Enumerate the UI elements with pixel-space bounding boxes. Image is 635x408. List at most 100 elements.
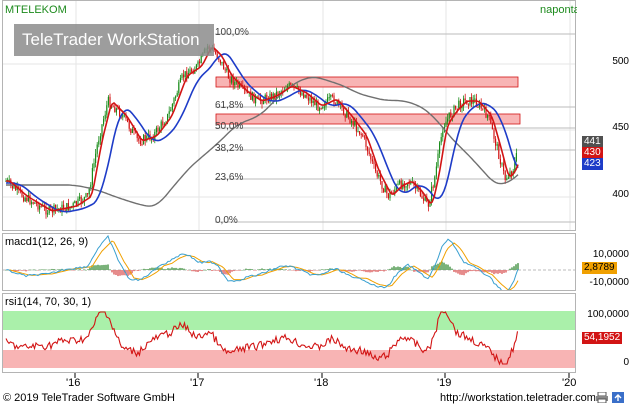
candle-body bbox=[176, 93, 178, 97]
macd-histogram-bar bbox=[149, 268, 151, 270]
candle-body bbox=[455, 105, 457, 109]
macd-histogram-bar bbox=[183, 268, 185, 270]
candle-body bbox=[227, 68, 229, 79]
candle-body bbox=[419, 189, 421, 197]
price-chart[interactable] bbox=[3, 1, 576, 231]
macd-histogram-bar bbox=[139, 270, 141, 271]
macd-chart[interactable] bbox=[3, 234, 576, 291]
candle-body bbox=[119, 108, 121, 117]
support-zone bbox=[215, 113, 521, 125]
macd-histogram-bar bbox=[283, 269, 285, 271]
macd-histogram-bar bbox=[371, 270, 373, 273]
rsi-chart[interactable] bbox=[3, 294, 576, 373]
candle-body bbox=[501, 163, 503, 165]
macd-histogram-bar bbox=[513, 266, 515, 270]
macd-histogram-bar bbox=[437, 263, 439, 270]
macd-histogram-bar bbox=[51, 268, 53, 270]
price-y-axis: 500 450 400 bbox=[577, 0, 633, 231]
candle-body bbox=[226, 68, 228, 71]
x-label-16: '16 bbox=[66, 377, 81, 389]
macd-histogram-bar bbox=[463, 270, 465, 276]
candle-body bbox=[437, 153, 439, 167]
candle-body bbox=[55, 204, 57, 209]
candle-body bbox=[90, 184, 92, 189]
footer-url-link[interactable]: http://workstation.teletrader.com bbox=[440, 392, 596, 404]
price-tick-400: 400 bbox=[612, 189, 629, 200]
candle-body bbox=[309, 97, 311, 101]
macd-histogram-bar bbox=[15, 270, 17, 272]
macd-histogram-bar bbox=[419, 270, 421, 272]
macd-histogram-bar bbox=[107, 264, 109, 270]
macd-histogram-bar bbox=[461, 270, 463, 275]
macd-histogram-bar bbox=[395, 267, 397, 270]
macd-histogram-bar bbox=[335, 269, 337, 270]
macd-histogram-bar bbox=[237, 270, 239, 271]
candle-body bbox=[199, 61, 201, 64]
macd-histogram-bar bbox=[185, 269, 187, 271]
macd-histogram-bar bbox=[91, 265, 93, 270]
macd-histogram-bar bbox=[141, 269, 143, 271]
candle-body bbox=[327, 97, 329, 102]
candle-body bbox=[250, 91, 252, 100]
candle-body bbox=[69, 206, 71, 211]
candle-body bbox=[458, 100, 460, 109]
macd-histogram-bar bbox=[361, 270, 363, 272]
macd-histogram-bar bbox=[57, 269, 59, 270]
candle-body bbox=[355, 121, 357, 132]
candle-body bbox=[328, 97, 330, 99]
candle-body bbox=[215, 51, 217, 54]
macd-histogram-bar bbox=[119, 270, 121, 276]
macd-histogram-bar bbox=[295, 270, 297, 272]
macd-histogram-bar bbox=[25, 270, 27, 272]
print-icon[interactable] bbox=[596, 392, 608, 403]
macd-histogram-bar bbox=[311, 270, 313, 271]
candle-body bbox=[303, 92, 305, 98]
symbol-title: MTELEKOM bbox=[5, 4, 67, 16]
candle-body bbox=[491, 123, 493, 130]
candle-body bbox=[80, 196, 82, 203]
macd-histogram-bar bbox=[39, 269, 41, 271]
candle-body bbox=[391, 191, 393, 193]
candle-body bbox=[112, 106, 114, 108]
macd-histogram-bar bbox=[203, 269, 205, 271]
macd-histogram-bar bbox=[473, 270, 475, 271]
candle-body bbox=[131, 128, 133, 134]
candle-body bbox=[293, 84, 295, 88]
watermark-logo: TeleTrader WorkStation bbox=[14, 24, 214, 56]
candle-body bbox=[37, 203, 39, 210]
macd-histogram-bar bbox=[95, 265, 97, 270]
macd-histogram-bar bbox=[261, 268, 263, 270]
share-icon[interactable] bbox=[612, 392, 624, 403]
candle-body bbox=[87, 193, 89, 195]
fib-label-618: 61,8% bbox=[215, 100, 244, 111]
candle-body bbox=[253, 92, 255, 104]
macd-histogram-bar bbox=[31, 269, 33, 271]
ma-long-line bbox=[6, 76, 519, 207]
macd-histogram-bar bbox=[487, 270, 489, 272]
candle-body bbox=[191, 69, 193, 72]
candle-body bbox=[376, 171, 378, 177]
macd-panel[interactable] bbox=[2, 233, 576, 291]
candle-body bbox=[371, 159, 373, 162]
candle-body bbox=[237, 81, 239, 87]
macd-histogram-bar bbox=[55, 269, 57, 271]
candle-body bbox=[474, 98, 476, 100]
candle-body bbox=[389, 191, 391, 199]
rsi-overbought-zone bbox=[3, 311, 575, 330]
macd-histogram-bar bbox=[299, 270, 301, 271]
macd-histogram-bar bbox=[253, 270, 255, 271]
candle-body bbox=[133, 128, 135, 131]
candle-body bbox=[251, 92, 253, 100]
price-chart-panel[interactable] bbox=[2, 0, 576, 231]
rsi-panel[interactable] bbox=[2, 293, 576, 373]
candle-body bbox=[127, 118, 129, 122]
candle-body bbox=[255, 96, 257, 104]
candle-body bbox=[311, 97, 313, 103]
rsi-last-tag: 54,1952 bbox=[582, 332, 623, 344]
candle-body bbox=[234, 81, 236, 86]
macd-histogram-bar bbox=[187, 270, 189, 271]
candle-body bbox=[477, 106, 479, 108]
candle-body bbox=[373, 161, 375, 165]
macd-histogram-bar bbox=[53, 269, 55, 270]
macd-histogram-bar bbox=[211, 270, 213, 272]
